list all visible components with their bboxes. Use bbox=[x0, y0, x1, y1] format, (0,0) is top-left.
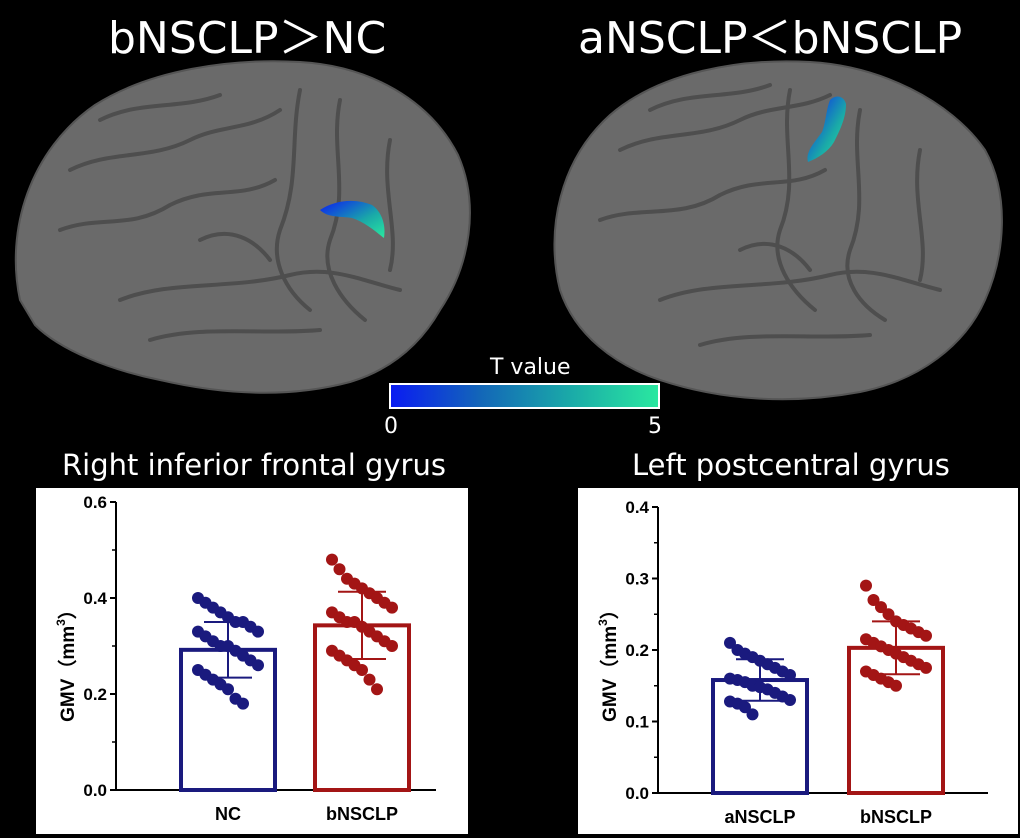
chart-title-right: Left postcentral gyrus bbox=[632, 448, 950, 482]
colorbar-max-label: 5 bbox=[648, 414, 662, 439]
data-point-bNSCLP bbox=[867, 593, 880, 606]
x-tick-label-aNSCLP: aNSCLP bbox=[724, 807, 795, 827]
data-point-bNSCLP bbox=[386, 640, 398, 652]
y-tick-label: 0.4 bbox=[83, 589, 107, 608]
data-point-bNSCLP bbox=[363, 673, 376, 686]
data-point-bNSCLP bbox=[920, 661, 932, 674]
left-activation-cluster bbox=[320, 200, 385, 238]
data-point-bNSCLP bbox=[882, 608, 895, 621]
data-point-bNSCLP bbox=[356, 664, 368, 676]
colorbar-title: T value bbox=[490, 355, 571, 380]
data-point-aNSCLP bbox=[724, 636, 736, 649]
y-tick-label: 0.2 bbox=[83, 685, 107, 704]
chart-right: 0.0 0.1 0.2 0.3 0.4 GMV（mm3） aNSCLP bNSCLP bbox=[596, 498, 988, 827]
chart-panel-left: 0.0 0.2 0.4 0.6 GMV（mm3） NC bNSCLP bbox=[36, 488, 468, 834]
colorbar-min-label: 0 bbox=[384, 414, 398, 439]
data-point-bNSCLP bbox=[860, 579, 872, 592]
data-point-NC bbox=[252, 659, 264, 672]
data-point-aNSCLP bbox=[746, 708, 759, 721]
y-tick-label: 0.3 bbox=[625, 570, 649, 589]
data-point-bNSCLP bbox=[875, 601, 887, 614]
data-point-bNSCLP bbox=[371, 683, 383, 696]
data-point-bNSCLP bbox=[890, 679, 902, 692]
brain-renderings bbox=[14, 60, 1003, 401]
y-tick-label: 0.6 bbox=[83, 493, 107, 512]
data-point-NC bbox=[252, 625, 264, 638]
data-point-aNSCLP bbox=[739, 701, 751, 714]
data-point-bNSCLP bbox=[920, 629, 932, 642]
data-point-NC bbox=[222, 683, 234, 696]
data-point-NC bbox=[237, 697, 249, 710]
chart-panel-right: 0.0 0.1 0.2 0.3 0.4 GMV（mm3） aNSCLP bNSCLP bbox=[578, 488, 1018, 834]
y-tick-label: 0.2 bbox=[625, 641, 649, 660]
chart-left-marks: NC bNSCLP bbox=[179, 553, 411, 824]
chart-left: 0.0 0.2 0.4 0.6 GMV（mm3） NC bNSCLP bbox=[54, 493, 436, 824]
chart-right-marks: aNSCLP bNSCLP bbox=[711, 579, 945, 827]
y-tick-label: 0.0 bbox=[83, 781, 107, 800]
x-tick-label-NC: NC bbox=[215, 804, 241, 824]
data-point-bNSCLP bbox=[386, 601, 398, 614]
right-activation-cluster bbox=[807, 96, 846, 162]
y-tick-label: 0.0 bbox=[625, 784, 649, 803]
chart-title-left: Right inferior frontal gyrus bbox=[62, 448, 446, 482]
y-tick-label: 0.1 bbox=[625, 713, 649, 732]
data-point-aNSCLP bbox=[784, 669, 796, 682]
right-brain-surface bbox=[553, 60, 1003, 401]
data-point-bNSCLP bbox=[326, 553, 338, 566]
x-tick-label-bNSCLP: bNSCLP bbox=[860, 807, 932, 827]
chart-left-ylabel: GMV（mm3） bbox=[54, 600, 79, 722]
x-tick-label-bNSCLP: bNSCLP bbox=[326, 804, 398, 824]
colorbar bbox=[389, 383, 660, 409]
data-point-aNSCLP bbox=[784, 694, 796, 707]
left-comparison-title: bNSCLP＞NC bbox=[108, 13, 387, 64]
right-comparison-title: aNSCLP＜bNSCLP bbox=[578, 13, 963, 64]
left-brain-surface bbox=[14, 60, 471, 394]
data-point-bNSCLP bbox=[333, 563, 346, 576]
chart-right-ylabel: GMV（mm3） bbox=[596, 600, 621, 722]
y-tick-label: 0.4 bbox=[625, 498, 649, 517]
